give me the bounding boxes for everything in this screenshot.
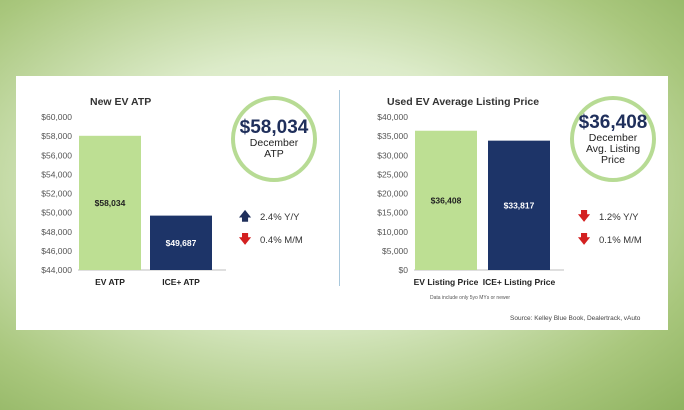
y-tick-label: $0 [399,265,409,275]
panel-divider [339,90,340,286]
category-label: EV ATP [95,277,125,287]
category-label: ICE+ Listing Price [483,277,556,287]
y-tick-label: $40,000 [377,112,408,122]
used-ev-change-mm-text: 0.1% M/M [599,235,642,246]
used-ev-callout-value: $36,408 [578,111,648,133]
y-tick-label: $54,000 [41,169,72,179]
source-note: Source: Kelley Blue Book, Dealertrack, v… [510,315,641,322]
y-tick-label: $35,000 [377,131,408,141]
bar [415,130,477,270]
y-tick-label: $15,000 [377,208,408,218]
bar [150,215,212,270]
category-label: EV Listing Price [414,277,479,287]
bar-value-label: $49,687 [166,238,197,248]
new-ev-callout-value: $58,034 [239,117,309,138]
used-ev-callout-text: December Avg. Listing Price [585,131,641,166]
new-ev-change-mm: 🡇 0.4% M/M [238,230,303,251]
arrow-down-icon: 🡇 [577,232,591,246]
data-footnote: Data include only 5yo MYs or newer [430,295,511,301]
new-ev-change-yy: 🡅 2.4% Y/Y [238,207,300,228]
category-label: ICE+ ATP [162,277,200,287]
used-ev-change-mm: 🡇 0.1% M/M [577,230,642,251]
chart-title-new-ev: New EV ATP [90,96,152,108]
used-ev-change-yy: 🡇 1.2% Y/Y [577,207,639,228]
y-tick-label: $10,000 [377,227,408,237]
used-ev-callout-circle: $36,408 December Avg. Listing Price [570,96,656,182]
y-tick-label: $5,000 [382,246,408,256]
used-ev-change-yy-text: 1.2% Y/Y [599,212,639,223]
used-ev-listing-chart: $0 $5,000 $10,000 $15,000 $20,000 $25,000 $30,… [377,112,564,287]
y-tick-label: $30,000 [377,150,408,160]
y-tick-label: $50,000 [41,208,72,218]
new-ev-atp-chart: $44,000 $46,000 $48,000 $50,000 $52,000 $54,0… [41,112,226,287]
arrow-down-icon: 🡇 [238,232,252,246]
bar [488,140,550,270]
y-tick-label: $52,000 [41,189,72,199]
bar [79,135,141,270]
bar-value-label: $58,034 [95,198,126,208]
y-tick-label: $44,000 [41,265,72,275]
y-tick-label: $60,000 [41,112,72,122]
new-ev-change-mm-text: 0.4% M/M [260,235,303,246]
y-tick-label: $48,000 [41,227,72,237]
arrow-up-icon: 🡅 [238,209,252,223]
y-tick-label: $58,000 [41,131,72,141]
y-tick-label: $20,000 [377,189,408,199]
chart-title-used-ev: Used EV Average Listing Price [387,96,540,108]
y-tick-label: $56,000 [41,150,72,160]
bar-value-label: $36,408 [431,195,462,205]
arrow-down-icon: 🡇 [577,209,591,223]
new-ev-callout-text: December ATP [249,137,299,160]
new-ev-callout-circle: $58,034 December ATP [231,96,317,182]
report-card: New EV ATP $44,000 $46,000 $48,000 $50,000 $… [16,76,668,330]
bar-value-label: $33,817 [504,200,535,210]
new-ev-change-yy-text: 2.4% Y/Y [260,212,300,223]
y-tick-label: $46,000 [41,246,72,256]
y-tick-label: $25,000 [377,169,408,179]
